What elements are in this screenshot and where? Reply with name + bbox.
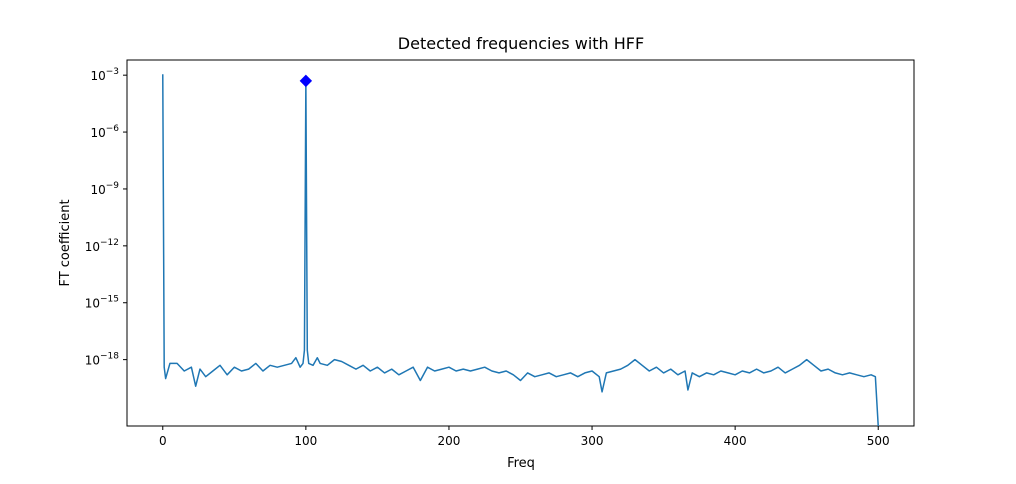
- x-tick-label: 200: [438, 434, 461, 448]
- x-axis: 0 100 200 300 400 500: [159, 426, 890, 448]
- y-tick-label: 10−12: [85, 238, 119, 254]
- x-tick-label: 500: [867, 434, 890, 448]
- x-tick-label: 400: [724, 434, 747, 448]
- series-layer: [162, 74, 879, 426]
- plot-area: 0 100 200 300 400 500 10−310−610−910−1210−151…: [85, 59, 915, 448]
- x-tick-label: 300: [581, 434, 604, 448]
- y-tick-label: 10−9: [90, 181, 119, 197]
- y-tick-label: 10−18: [85, 352, 120, 368]
- y-tick-label: 10−3: [90, 67, 119, 83]
- y-tick-label: 10−15: [85, 295, 119, 311]
- x-tick-label: 0: [159, 434, 167, 448]
- spectrum-line: [162, 74, 879, 426]
- x-axis-label: Freq: [507, 456, 535, 471]
- peak-marker: [299, 74, 313, 88]
- y-axis: 10−3 10−6 10−9 10−12 10−15 10−18: [85, 67, 127, 368]
- y-tick-label: 10−6: [90, 124, 119, 140]
- axes-frame: [126, 59, 915, 427]
- y-axis-label: FT coefficient: [58, 199, 73, 286]
- x-tick-label: 100: [294, 434, 317, 448]
- chart-title: Detected frequencies with HFF: [398, 34, 644, 53]
